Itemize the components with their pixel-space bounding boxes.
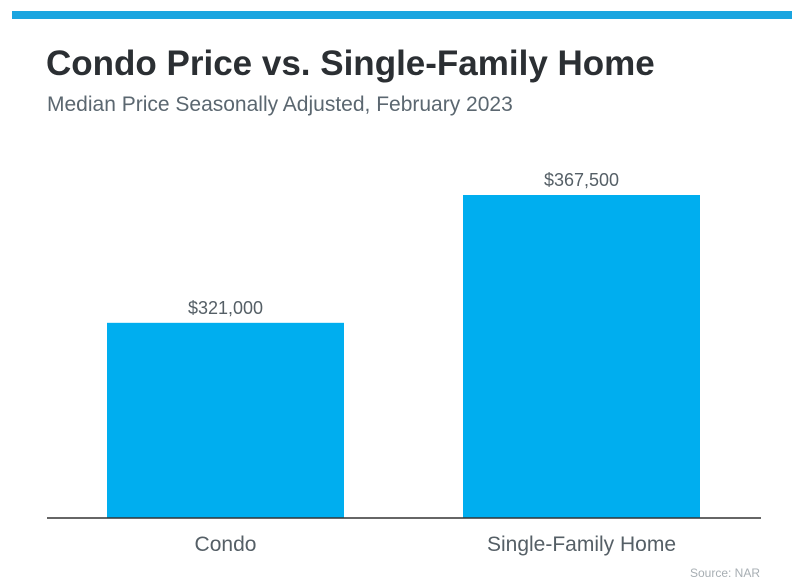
bar-single-family-home bbox=[463, 195, 700, 518]
category-label: Single-Family Home bbox=[487, 533, 676, 556]
bar-condo bbox=[107, 322, 344, 518]
category-label: Condo bbox=[195, 533, 257, 556]
value-label: $367,500 bbox=[544, 170, 619, 190]
value-label: $321,000 bbox=[188, 298, 263, 318]
source-note: Source: NAR bbox=[689, 566, 760, 580]
chart-title: Condo Price vs. Single-Family Home bbox=[46, 44, 655, 83]
chart-subtitle: Median Price Seasonally Adjusted, Februa… bbox=[47, 93, 513, 116]
accent-top-bar bbox=[12, 11, 792, 19]
